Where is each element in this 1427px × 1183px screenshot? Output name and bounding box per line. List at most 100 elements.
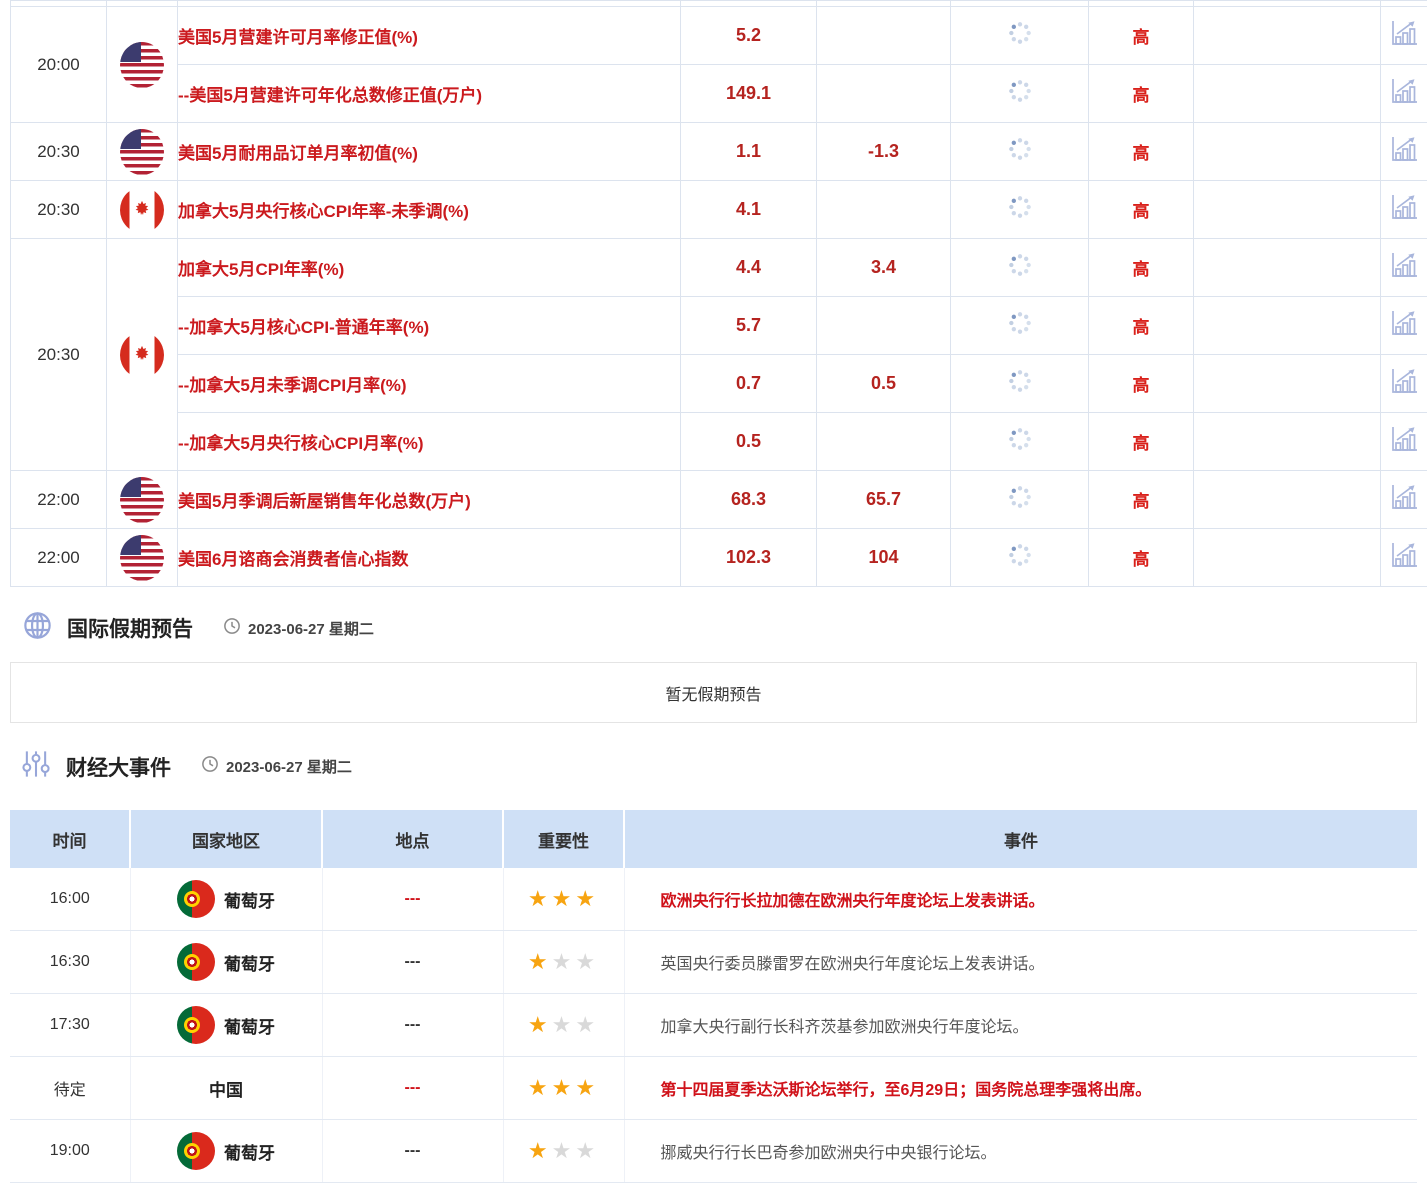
empty-cell (1194, 123, 1381, 181)
event-description-cell: 英国央行委员滕雷罗在欧洲央行年度论坛上发表讲话。 (624, 931, 1417, 994)
loading-spinner-icon (1007, 555, 1033, 572)
event-time-cell: 19:00 (10, 1120, 130, 1183)
holiday-section-title: 国际假期预告 (67, 613, 193, 643)
canada-flag-icon (120, 187, 164, 233)
actual-value-cell: 4.1 (681, 181, 817, 239)
time-cell: 20:30 (11, 239, 107, 471)
event-description-cell: 挪威央行行长巴奇参加欧洲央行中央银行论坛。 (624, 1120, 1417, 1183)
star-filled-icon: ★ (552, 1075, 576, 1100)
star-filled-icon: ★ (528, 1012, 552, 1037)
loading-spinner-icon (1007, 149, 1033, 166)
bar-chart-icon[interactable] (1389, 18, 1419, 48)
country-flag-cell (107, 123, 178, 181)
forecast-value-cell (817, 181, 951, 239)
importance-stars-cell: ★★★ (503, 1057, 624, 1120)
importance-cell: 高 (1089, 529, 1194, 587)
events-section-header: 财经大事件 2023-06-27 星期二 (20, 748, 352, 785)
indicator-name-cell[interactable]: 美国5月营建许可月率修正值(%) (178, 7, 681, 65)
star-empty-icon: ★ (575, 1138, 599, 1163)
actual-value-cell: 0.7 (681, 355, 817, 413)
forecast-value-cell: 65.7 (817, 471, 951, 529)
forecast-value-cell: 0.5 (817, 355, 951, 413)
time-cell: 20:00 (11, 7, 107, 123)
col-importance: 重要性 (503, 810, 624, 868)
chart-cell (1381, 123, 1427, 181)
bar-chart-icon[interactable] (1389, 424, 1419, 454)
indicator-name-cell[interactable]: 美国6月谘商会消费者信心指数 (178, 529, 681, 587)
importance-stars-cell: ★★★ (503, 1120, 624, 1183)
event-location-cell: --- (322, 931, 503, 994)
star-empty-icon: ★ (575, 1012, 599, 1037)
actual-value-cell: 5.7 (681, 297, 817, 355)
forecast-value-cell: 104 (817, 529, 951, 587)
country-flag-cell (107, 529, 178, 587)
previous-value-loading-cell (951, 239, 1089, 297)
loading-spinner-icon (1007, 381, 1033, 398)
actual-value-cell: 5.2 (681, 7, 817, 65)
event-location-cell: --- (322, 1057, 503, 1120)
indicator-name-cell[interactable]: 加拿大5月CPI年率(%) (178, 239, 681, 297)
importance-cell: 高 (1089, 65, 1194, 123)
star-empty-icon: ★ (552, 1012, 576, 1037)
empty-cell (1194, 65, 1381, 123)
sliders-icon (20, 748, 52, 785)
loading-spinner-icon (1007, 265, 1033, 282)
bar-chart-icon[interactable] (1389, 540, 1419, 570)
indicator-name-cell[interactable]: --加拿大5月央行核心CPI月率(%) (178, 413, 681, 471)
star-filled-icon: ★ (575, 1075, 599, 1100)
empty-cell (1194, 471, 1381, 529)
indicator-name-cell[interactable]: 美国5月季调后新屋销售年化总数(万户) (178, 471, 681, 529)
chart-cell (1381, 355, 1427, 413)
importance-stars-cell: ★★★ (503, 931, 624, 994)
bar-chart-icon[interactable] (1389, 76, 1419, 106)
previous-value-loading-cell (951, 65, 1089, 123)
indicator-name-cell[interactable]: 加拿大5月央行核心CPI年率-未季调(%) (178, 181, 681, 239)
time-cell: 22:00 (11, 529, 107, 587)
loading-spinner-icon (1007, 33, 1033, 50)
bar-chart-icon[interactable] (1389, 134, 1419, 164)
event-time-cell: 17:30 (10, 994, 130, 1057)
importance-cell: 高 (1089, 413, 1194, 471)
indicator-name-cell[interactable]: --加拿大5月核心CPI-普通年率(%) (178, 297, 681, 355)
country-name: 中国 (209, 1076, 243, 1101)
indicator-name-cell[interactable]: 美国5月耐用品订单月率初值(%) (178, 123, 681, 181)
event-row: 待定中国---★★★第十四届夏季达沃斯论坛举行，至6月29日；国务院总理李强将出… (10, 1057, 1417, 1120)
importance-cell: 高 (1089, 471, 1194, 529)
importance-stars-cell: ★★★ (503, 994, 624, 1057)
chart-cell (1381, 529, 1427, 587)
loading-spinner-icon (1007, 323, 1033, 340)
forecast-value-cell: -1.3 (817, 123, 951, 181)
star-empty-icon: ★ (552, 949, 576, 974)
indicator-name-cell[interactable]: --加拿大5月未季调CPI月率(%) (178, 355, 681, 413)
chart-cell (1381, 413, 1427, 471)
country-flag-cell (107, 239, 178, 471)
actual-value-cell: 68.3 (681, 471, 817, 529)
empty-cell (1194, 297, 1381, 355)
portugal-flag-icon (177, 880, 215, 918)
bar-chart-icon[interactable] (1389, 308, 1419, 338)
event-description-cell: 第十四届夏季达沃斯论坛举行，至6月29日；国务院总理李强将出席。 (624, 1057, 1417, 1120)
no-holiday-message: 暂无假期预告 (665, 681, 761, 705)
holiday-empty-box: 暂无假期预告 (10, 662, 1417, 723)
importance-cell: 高 (1089, 123, 1194, 181)
bar-chart-icon[interactable] (1389, 192, 1419, 222)
country-name: 葡萄牙 (224, 887, 275, 912)
bar-chart-icon[interactable] (1389, 250, 1419, 280)
empty-cell (1194, 355, 1381, 413)
event-description-cell: 加拿大央行副行长科齐茨基参加欧洲央行年度论坛。 (624, 994, 1417, 1057)
chart-cell (1381, 297, 1427, 355)
indicator-name-cell[interactable]: --美国5月营建许可年化总数修正值(万户) (178, 65, 681, 123)
col-event: 事件 (624, 810, 1417, 868)
event-time-cell: 16:30 (10, 931, 130, 994)
bar-chart-icon[interactable] (1389, 482, 1419, 512)
country-name: 葡萄牙 (224, 1139, 275, 1164)
bar-chart-icon[interactable] (1389, 366, 1419, 396)
